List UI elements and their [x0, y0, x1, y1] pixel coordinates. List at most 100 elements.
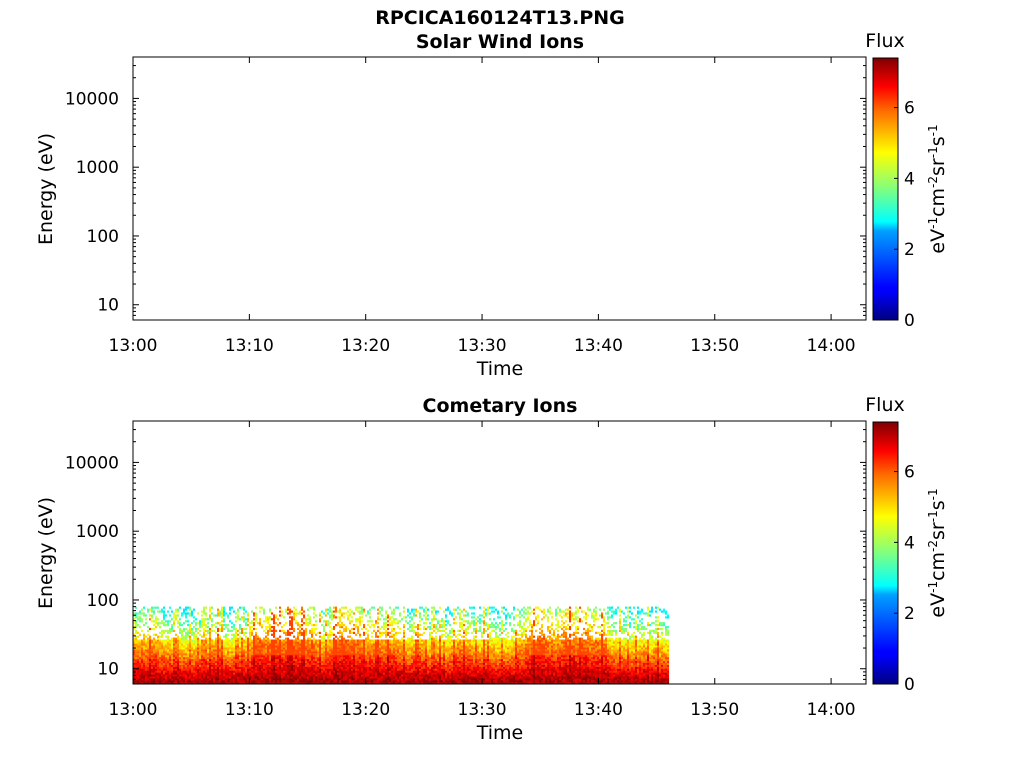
- heatmap-cell: [393, 672, 396, 675]
- heatmap-cell: [183, 635, 186, 638]
- heatmap-cell: [265, 637, 268, 640]
- heatmap-cell: [355, 626, 358, 629]
- heatmap-cell: [259, 649, 262, 652]
- heatmap-cell: [261, 678, 264, 681]
- heatmap-cell: [169, 651, 172, 654]
- heatmap-cell: [453, 662, 456, 665]
- heatmap-cell: [299, 680, 302, 683]
- heatmap-cell: [435, 651, 438, 654]
- heatmap-cell: [233, 637, 236, 640]
- heatmap-cell: [157, 658, 160, 662]
- heatmap-cell: [311, 674, 314, 677]
- heatmap-cell: [229, 682, 232, 685]
- heatmap-cell: [439, 676, 442, 679]
- heatmap-cell: [185, 614, 188, 617]
- heatmap-cell: [303, 678, 306, 681]
- heatmap-cell: [137, 653, 140, 656]
- heatmap-cell: [167, 651, 170, 654]
- heatmap-cell: [139, 674, 142, 677]
- heatmap-cell: [447, 682, 450, 685]
- heatmap-cell: [385, 645, 388, 648]
- heatmap-cell: [209, 676, 212, 679]
- heatmap-cell: [201, 682, 204, 685]
- heatmap-cell: [221, 655, 224, 658]
- heatmap-cell: [291, 676, 294, 679]
- heatmap-cell: [149, 653, 152, 656]
- heatmap-cell: [301, 668, 304, 671]
- heatmap-cell: [399, 647, 402, 650]
- heatmap-cell: [319, 641, 322, 644]
- heatmap-cell: [159, 668, 162, 671]
- heatmap-cell: [359, 680, 362, 683]
- heatmap-cell: [191, 668, 194, 671]
- heatmap-cell: [233, 668, 236, 671]
- heatmap-cell: [305, 647, 308, 650]
- heatmap-cell: [403, 641, 406, 644]
- heatmap-cell: [221, 658, 224, 662]
- heatmap-cell: [175, 637, 178, 640]
- heatmap-cell: [155, 662, 158, 665]
- heatmap-cell: [347, 682, 350, 685]
- heatmap-cell: [455, 653, 458, 656]
- heatmap-cell: [281, 662, 284, 665]
- heatmap-cell: [137, 666, 140, 669]
- heatmap-cell: [419, 666, 422, 669]
- heatmap-cell: [167, 653, 170, 656]
- heatmap-cell: [267, 645, 270, 648]
- heatmap-cell: [289, 653, 292, 656]
- heatmap-cell: [217, 656, 220, 660]
- heatmap-cell: [203, 666, 206, 669]
- heatmap-cell: [443, 662, 446, 665]
- heatmap-cell: [447, 608, 450, 611]
- heatmap-cell: [229, 676, 232, 679]
- heatmap-cell: [247, 674, 250, 677]
- heatmap-cell: [335, 649, 338, 652]
- heatmap-cell: [147, 668, 150, 671]
- heatmap-cell: [185, 668, 188, 671]
- heatmap-cell: [135, 606, 138, 609]
- heatmap-cell: [377, 656, 380, 660]
- heatmap-cell: [247, 680, 250, 683]
- heatmap-cell: [175, 618, 178, 621]
- heatmap-cell: [223, 612, 226, 615]
- heatmap-cell: [315, 655, 318, 658]
- heatmap-cell: [161, 664, 164, 667]
- heatmap-cell: [409, 641, 412, 644]
- heatmap-cell: [145, 647, 148, 650]
- heatmap-cell: [243, 631, 246, 634]
- heatmap-cell: [247, 639, 250, 642]
- heatmap-cell: [237, 614, 240, 617]
- heatmap-cell: [373, 606, 376, 609]
- heatmap-cell: [305, 633, 308, 636]
- heatmap-cell: [145, 682, 148, 685]
- heatmap-cell: [423, 682, 426, 685]
- heatmap-cell: [455, 649, 458, 652]
- heatmap-cell: [251, 639, 254, 642]
- heatmap-cell: [269, 624, 272, 627]
- heatmap-cell: [385, 676, 388, 679]
- heatmap-cell: [135, 662, 138, 665]
- heatmap-cell: [195, 649, 198, 652]
- heatmap-cell: [455, 670, 458, 673]
- heatmap-cell: [231, 680, 234, 683]
- heatmap-cell: [195, 653, 198, 656]
- heatmap-cell: [151, 658, 154, 662]
- heatmap-cell: [247, 666, 250, 669]
- heatmap-cell: [395, 606, 398, 609]
- heatmap-cell: [175, 660, 178, 663]
- heatmap-cell: [437, 643, 440, 646]
- heatmap-cell: [331, 664, 334, 667]
- heatmap-cell: [405, 641, 408, 644]
- heatmap-cell: [285, 666, 288, 669]
- heatmap-cell: [327, 678, 330, 681]
- heatmap-cell: [209, 633, 212, 636]
- heatmap-cell: [405, 674, 408, 677]
- heatmap-cell: [373, 647, 376, 650]
- heatmap-cell: [219, 670, 222, 673]
- heatmap-cell: [177, 668, 180, 671]
- heatmap-cell: [261, 672, 264, 675]
- heatmap-cell: [143, 643, 146, 646]
- heatmap-cell: [371, 678, 374, 681]
- heatmap-cell: [261, 660, 264, 663]
- heatmap-cell: [181, 662, 184, 665]
